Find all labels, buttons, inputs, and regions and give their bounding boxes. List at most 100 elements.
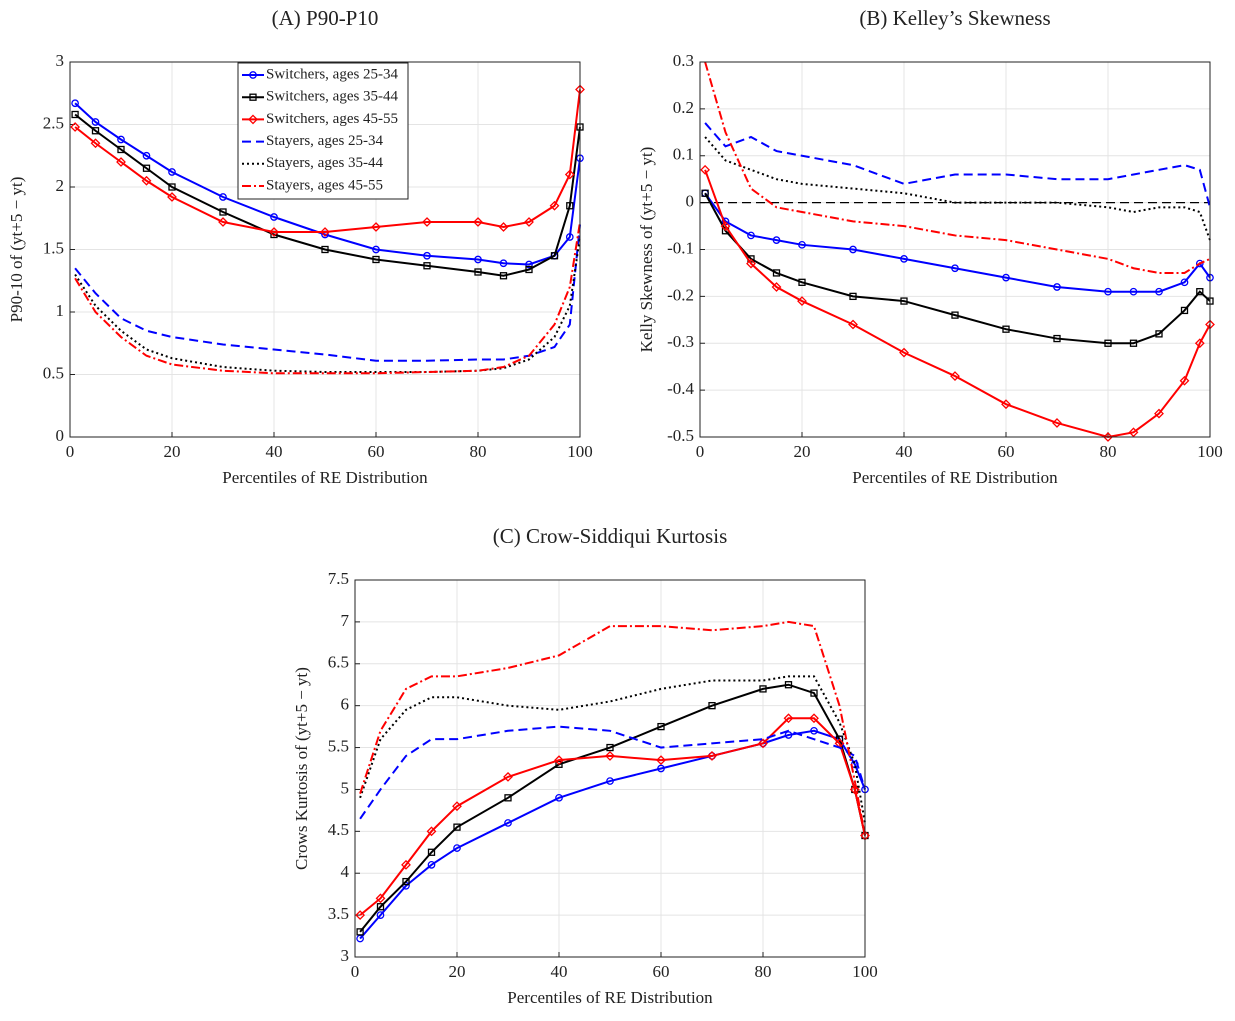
marker xyxy=(117,145,125,154)
marker xyxy=(90,138,101,149)
marker xyxy=(402,877,410,886)
marker xyxy=(218,217,228,227)
y-tick-label: 7 xyxy=(341,611,350,630)
marker xyxy=(422,217,432,227)
marker xyxy=(503,771,513,782)
marker xyxy=(91,127,100,135)
marker xyxy=(1154,408,1164,419)
marker xyxy=(71,110,79,119)
marker xyxy=(473,217,483,227)
marker xyxy=(1053,334,1061,343)
x-tick-label: 80 xyxy=(755,962,772,981)
chart-title: (C) Crow-Siddiqui Kurtosis xyxy=(493,524,728,548)
marker xyxy=(1052,418,1062,428)
marker xyxy=(376,911,385,919)
y-tick-label: -0.2 xyxy=(667,285,694,304)
x-tick-label: 20 xyxy=(449,962,466,981)
marker xyxy=(1053,283,1061,291)
series-line xyxy=(704,169,1211,439)
marker xyxy=(797,296,807,306)
marker xyxy=(1180,278,1189,287)
chart-title: (B) Kelley’s Skewness xyxy=(859,6,1050,30)
series-line xyxy=(74,224,581,362)
marker xyxy=(606,743,614,752)
y-tick-label: 2 xyxy=(56,176,65,195)
marker xyxy=(549,200,560,211)
marker xyxy=(1001,399,1011,410)
marker xyxy=(355,910,366,921)
x-tick-label: 40 xyxy=(896,442,913,461)
marker xyxy=(849,784,860,795)
marker xyxy=(423,262,431,270)
legend-marker xyxy=(248,114,258,125)
axes-box xyxy=(69,61,581,438)
y-tick-label: 6.5 xyxy=(328,653,349,672)
marker xyxy=(376,903,385,911)
marker xyxy=(951,311,959,319)
y-tick-label: 0.3 xyxy=(673,51,694,70)
marker xyxy=(555,760,563,768)
marker xyxy=(555,793,563,802)
marker xyxy=(849,245,857,254)
marker xyxy=(1179,375,1190,386)
x-tick-label: 0 xyxy=(351,962,360,981)
marker xyxy=(700,164,711,175)
marker xyxy=(564,169,575,180)
marker xyxy=(498,222,509,232)
legend-label: Switchers, ages 45-55 xyxy=(266,111,398,127)
subplot: (B) Kelley’s Skewness Percentiles of RE D… xyxy=(637,6,1223,487)
marker xyxy=(798,240,806,249)
marker xyxy=(810,726,818,735)
marker xyxy=(554,755,564,766)
legend-label: Stayers, ages 35-44 xyxy=(266,155,384,171)
marker xyxy=(499,272,508,280)
y-axis-label: P90-10 of (yt+5 − yt) xyxy=(7,177,26,323)
marker xyxy=(270,213,278,221)
marker xyxy=(771,282,782,292)
y-tick-label: 3 xyxy=(341,946,350,965)
marker xyxy=(356,928,364,936)
series-line xyxy=(359,675,866,824)
marker xyxy=(525,265,533,274)
x-tick-label: 60 xyxy=(653,962,670,981)
marker xyxy=(453,823,461,831)
chart-title: (A) P90-P10 xyxy=(272,6,379,30)
series-line xyxy=(74,221,581,375)
legend-label: Switchers, ages 25-34 xyxy=(266,66,399,82)
y-tick-label: 1 xyxy=(56,301,65,320)
marker xyxy=(427,860,436,869)
series-line xyxy=(704,192,1211,293)
marker xyxy=(1180,306,1189,315)
series-line xyxy=(74,102,581,266)
y-tick-label: 0 xyxy=(56,426,65,445)
series-line xyxy=(359,725,866,820)
marker xyxy=(772,236,781,244)
marker xyxy=(899,347,909,358)
marker xyxy=(168,168,176,176)
marker xyxy=(708,702,716,710)
marker xyxy=(525,260,533,269)
x-tick-label: 60 xyxy=(368,442,385,461)
marker xyxy=(783,713,794,724)
marker xyxy=(1104,339,1112,347)
marker xyxy=(1128,427,1139,438)
legend-label: Stayers, ages 45-55 xyxy=(266,177,383,193)
y-tick-label: -0.3 xyxy=(667,332,694,351)
series-line xyxy=(704,192,1211,345)
subplot: (C) Crow-Siddiqui Kurtosis Percentiles of… xyxy=(292,524,878,1007)
x-tick-label: 40 xyxy=(551,962,568,981)
series-line xyxy=(359,729,866,940)
marker xyxy=(759,685,767,693)
marker xyxy=(499,259,508,268)
x-tick-label: 100 xyxy=(1197,442,1223,461)
y-tick-label: 5 xyxy=(341,778,350,797)
x-tick-label: 0 xyxy=(66,442,75,461)
legend-label: Stayers, ages 25-34 xyxy=(266,133,384,149)
x-tick-label: 80 xyxy=(470,442,487,461)
x-tick-label: 40 xyxy=(266,442,283,461)
x-tick-label: 0 xyxy=(696,442,705,461)
marker xyxy=(320,227,330,237)
y-axis-label: Crows Kurtosis of (yt+5 − yt) xyxy=(292,667,311,870)
x-tick-label: 100 xyxy=(567,442,593,461)
y-tick-label: 1.5 xyxy=(43,238,64,257)
